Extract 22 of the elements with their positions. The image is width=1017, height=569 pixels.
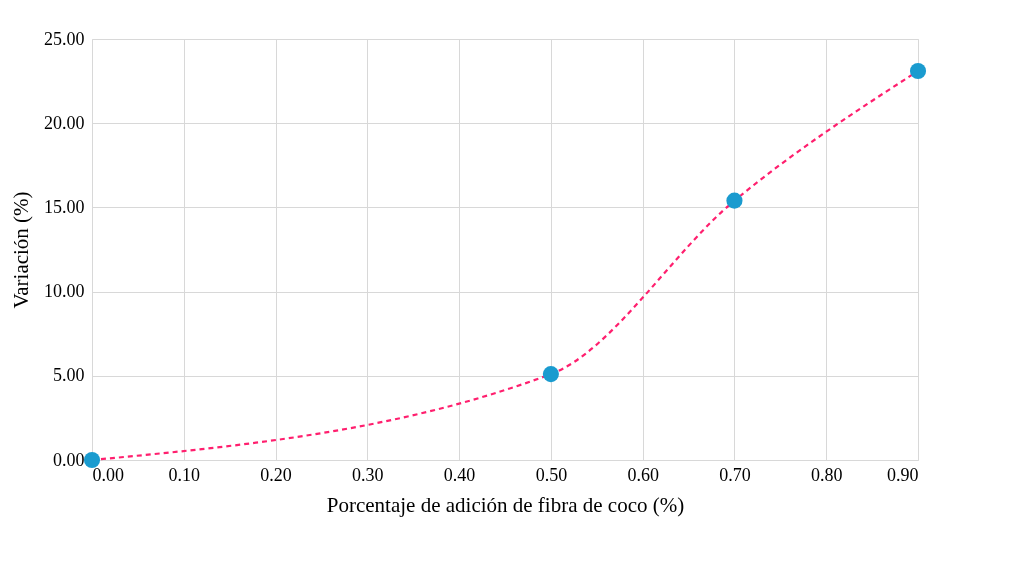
x-tick-label: 0.40: [443, 464, 476, 485]
x-tick-label: 0.50: [535, 464, 568, 485]
x-tick-label: 0.00: [92, 464, 124, 485]
x-tick-label: 0.60: [627, 464, 659, 485]
x-tick-label: 0.10: [168, 464, 201, 485]
y-axis-title: Variación (%): [9, 191, 33, 309]
y-tick-label: 25.00: [44, 28, 85, 49]
x-tick-label: 0.30: [352, 464, 384, 485]
point: [909, 62, 927, 80]
x-tick-label: 0.20: [260, 464, 292, 485]
x-tick-label: 0.70: [719, 464, 751, 485]
y-tick-label: 10.00: [44, 281, 85, 302]
y-tick-label: 0.00: [53, 449, 85, 470]
y-tick-label: 20.00: [44, 112, 85, 133]
y-tick-label: 5.00: [53, 365, 85, 386]
point: [726, 192, 743, 209]
x-tick-label: 0.80: [810, 464, 843, 485]
x-tick-label: 0.90: [887, 464, 919, 485]
point: [542, 366, 559, 383]
y-tick-label: 15.00: [44, 196, 85, 217]
point: [83, 451, 101, 469]
x-axis-title: Porcentaje de adición de fibra de coco (%): [326, 492, 685, 517]
